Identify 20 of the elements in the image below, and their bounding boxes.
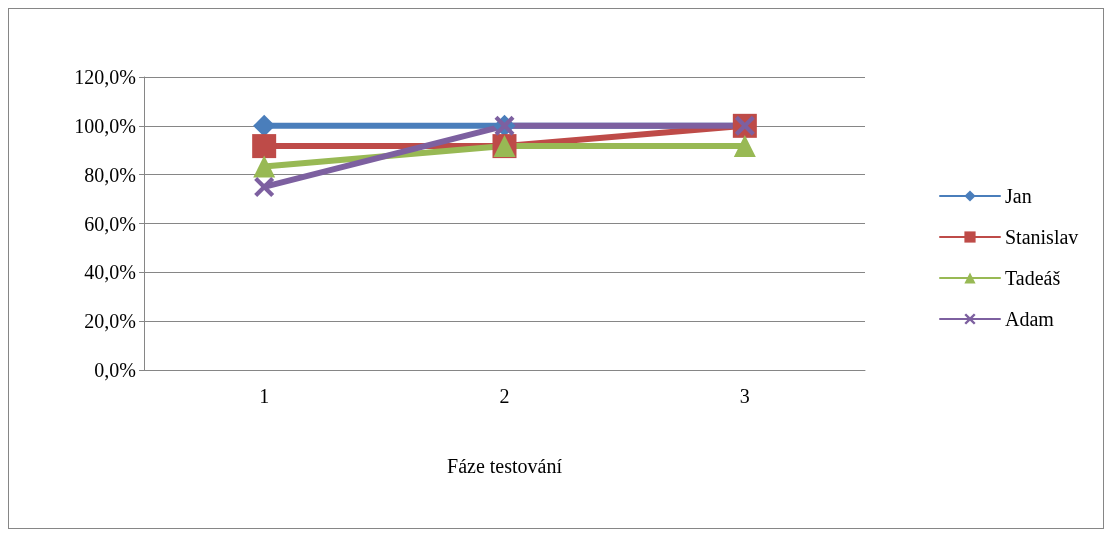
legend-label: Tadeáš	[1005, 267, 1061, 289]
y-tick-label: 20,0%	[84, 310, 136, 333]
legend-label: Stanislav	[1005, 226, 1079, 248]
x-axis-title: Fáze testování	[447, 455, 563, 477]
y-tick-label: 60,0%	[84, 212, 136, 235]
legend-label: Jan	[1005, 185, 1032, 207]
y-tick-label: 100,0%	[74, 114, 136, 137]
x-tick-label: 2	[499, 385, 510, 407]
y-tick-label: 40,0%	[84, 261, 136, 284]
y-tick-label: 120,0%	[74, 66, 136, 88]
point	[733, 135, 756, 158]
x-tick-label: 1	[259, 385, 270, 407]
point	[253, 155, 276, 178]
point	[253, 114, 276, 137]
y-tick-label: 80,0%	[84, 163, 136, 186]
legend-label: Adam	[1005, 308, 1055, 330]
y-tick-label: 0,0%	[94, 359, 136, 381]
point	[252, 134, 277, 159]
point	[254, 176, 275, 197]
x-tick-label: 3	[739, 385, 750, 407]
